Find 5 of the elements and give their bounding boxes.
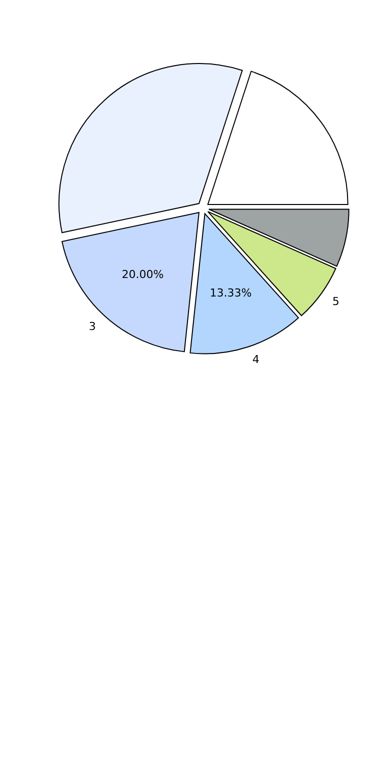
data-label: 13.33% — [210, 286, 252, 300]
slice-label: 4 — [252, 353, 260, 366]
data-label: 20.00% — [122, 268, 164, 281]
slice-label: 5 — [332, 295, 340, 308]
slice-label: 3 — [88, 320, 96, 333]
